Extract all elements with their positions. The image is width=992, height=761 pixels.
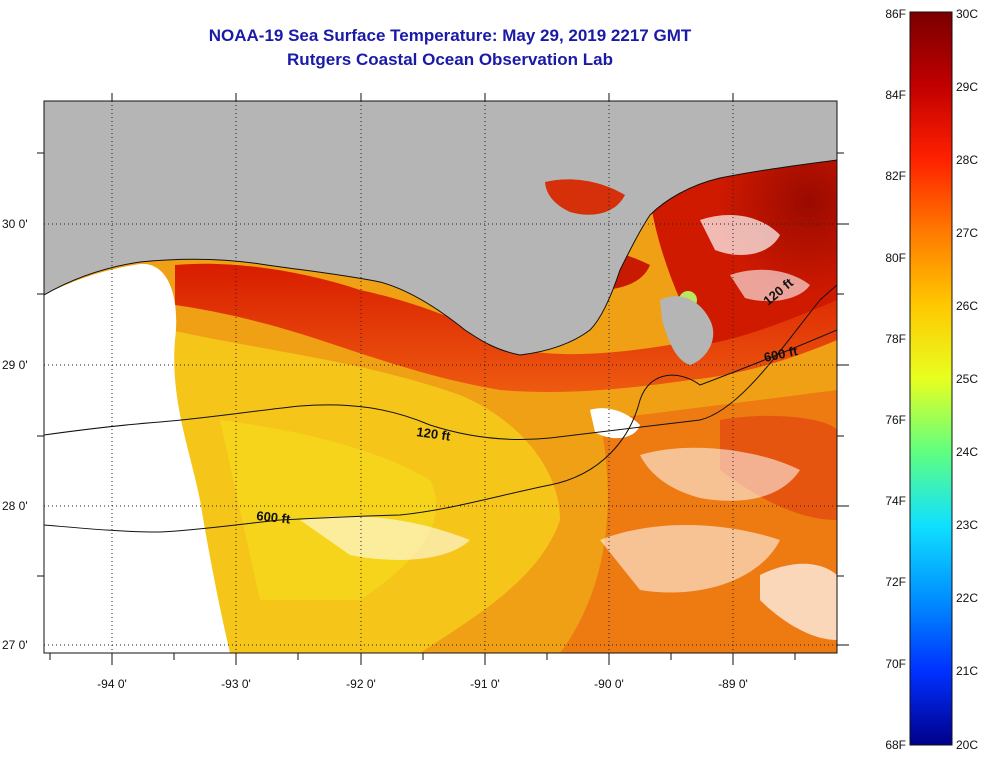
- contour-label-120ft: 120 ft: [416, 424, 452, 444]
- cloud-patch: [760, 563, 837, 640]
- lon-label: -90 0': [594, 677, 624, 691]
- lon-label: -92 0': [346, 677, 376, 691]
- coastal-warm-band: [175, 263, 837, 392]
- fahrenheit-label: 86F: [885, 7, 906, 21]
- fahrenheit-label: 74F: [885, 494, 906, 508]
- celsius-label: 27C: [956, 226, 978, 240]
- cloud-patch: [300, 516, 470, 560]
- lat-label: 27 0': [2, 638, 28, 652]
- celsius-label: 26C: [956, 299, 978, 313]
- contour-label-600ft: 600 ft: [763, 343, 800, 365]
- celsius-label: 25C: [956, 372, 978, 386]
- cloud-patch: [600, 525, 780, 593]
- cloud-mask-west: [44, 263, 230, 653]
- fahrenheit-label: 68F: [885, 738, 906, 752]
- lat-label: 29 0': [2, 358, 28, 372]
- fahrenheit-label: 76F: [885, 413, 906, 427]
- fahrenheit-label: 70F: [885, 657, 906, 671]
- celsius-label: 23C: [956, 518, 978, 532]
- celsius-label: 30C: [956, 7, 978, 21]
- celsius-label: 29C: [956, 80, 978, 94]
- fahrenheit-label: 78F: [885, 332, 906, 346]
- isobath-600ft: [44, 329, 837, 533]
- lon-label: -94 0': [97, 677, 127, 691]
- land-area: [44, 101, 837, 355]
- lon-label: -93 0': [221, 677, 251, 691]
- fahrenheit-label: 84F: [885, 88, 906, 102]
- cloud-patch: [730, 269, 810, 302]
- celsius-label: 24C: [956, 445, 978, 459]
- axis-ticks: [37, 93, 849, 665]
- lat-label: 28 0': [2, 499, 28, 513]
- map-subtitle: Rutgers Coastal Ocean Observation Lab: [287, 50, 613, 69]
- contour-label-600ft: 600 ft: [256, 508, 292, 527]
- inland-lake: [545, 179, 625, 215]
- delta-land: [660, 296, 714, 365]
- map-title: NOAA-19 Sea Surface Temperature: May 29,…: [208, 26, 692, 45]
- coastline: [44, 159, 837, 356]
- celsius-label: 22C: [956, 591, 978, 605]
- cloud-patch: [640, 447, 800, 501]
- fahrenheit-label: 80F: [885, 251, 906, 265]
- cloud-patch: [700, 215, 780, 255]
- celsius-label: 21C: [956, 664, 978, 678]
- fahrenheit-label: 72F: [885, 575, 906, 589]
- isobath-120ft: [44, 284, 837, 440]
- temperature-colorbar: [909, 11, 953, 746]
- lon-label: -89 0': [718, 677, 748, 691]
- map-frame: [43, 100, 838, 654]
- graticule: [44, 101, 837, 653]
- celsius-label: 28C: [956, 153, 978, 167]
- fahrenheit-label: 82F: [885, 169, 906, 183]
- celsius-label: 20C: [956, 738, 978, 752]
- lon-label: -91 0': [470, 677, 500, 691]
- lat-label: 30 0': [2, 217, 28, 231]
